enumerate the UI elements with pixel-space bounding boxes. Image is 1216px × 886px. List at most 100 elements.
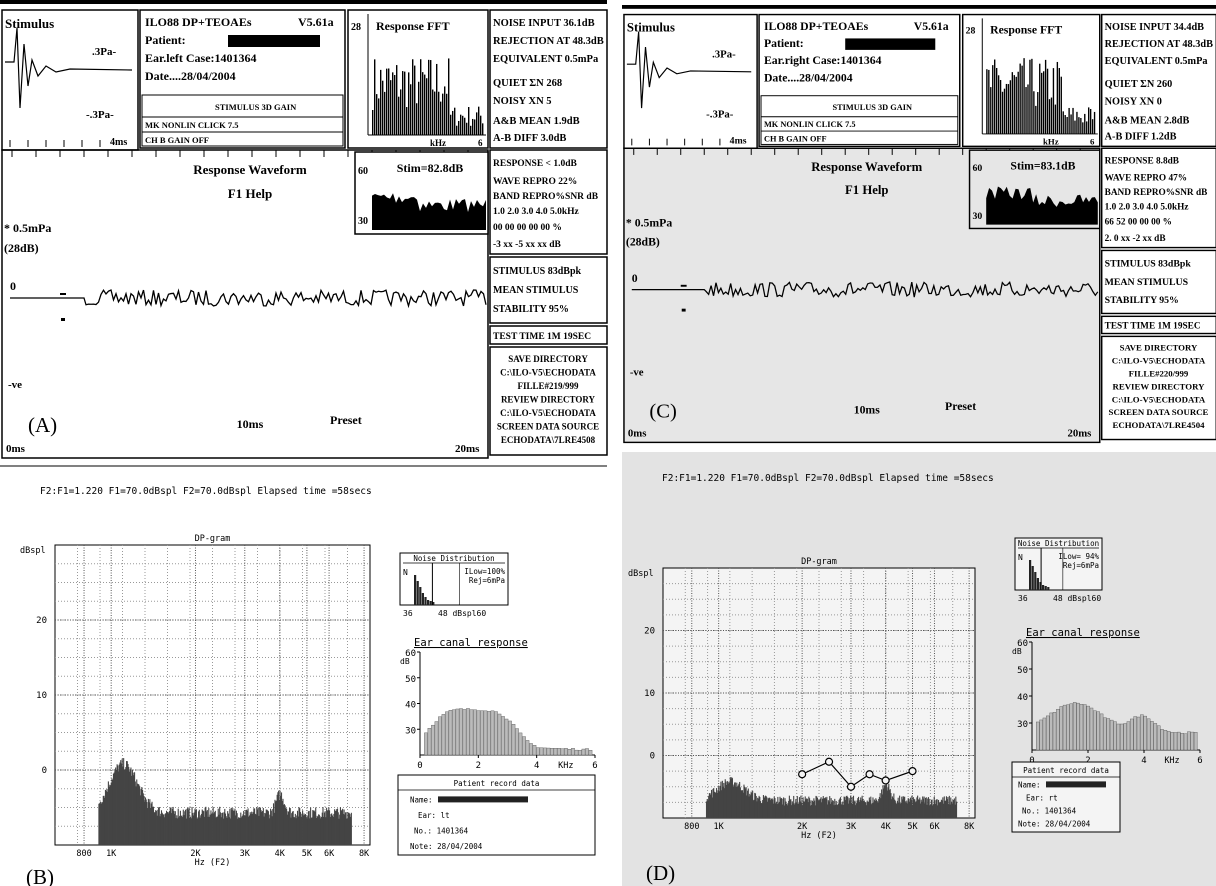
fft-texture [1092, 119, 1093, 134]
label: Patient record data [454, 779, 540, 788]
label: 10ms [854, 404, 881, 417]
label: Hz (F2) [801, 831, 837, 841]
ear-canal-texture [442, 714, 445, 755]
y-tick-label: 0 [42, 766, 47, 776]
x-tick-label: 1K [106, 849, 117, 859]
y-tick-label: 10 [36, 691, 47, 701]
label: dB [400, 657, 410, 666]
label: Name: [1018, 780, 1041, 789]
ear-canal-texture [1046, 716, 1049, 750]
ear-canal-texture [435, 722, 438, 755]
x-tick-label: 5K [907, 822, 918, 832]
ear-canal-texture [578, 750, 581, 755]
label: ILow=100% [464, 567, 505, 576]
fft-texture [442, 94, 443, 135]
fft-texture [424, 75, 425, 135]
noise-texture [1037, 578, 1039, 590]
label: (28dB) [626, 236, 660, 249]
label: 0ms [6, 443, 26, 455]
directory-line: C:\ILO-V5\ECHODATA [500, 408, 596, 418]
directory-line: REVIEW DIRECTORY [501, 395, 596, 405]
ear-canal-texture [473, 710, 476, 755]
response-stat: WAVE REPRO 22% [493, 177, 577, 187]
label: Ear: lt [418, 811, 450, 820]
label: Name: [410, 795, 433, 804]
label: -ve [630, 368, 644, 379]
ear-canal-texture [449, 710, 452, 755]
ear-canal-texture [1053, 712, 1056, 750]
ear-canal-texture [498, 714, 501, 755]
label: F1 Help [228, 186, 272, 201]
label: No.: 1401364 [414, 826, 469, 835]
label: 6 [1090, 137, 1095, 147]
response-stat: BAND REPRO%SNR dB [493, 192, 599, 202]
ear-canal-texture [1181, 733, 1184, 750]
fft-texture [1027, 84, 1028, 133]
response-stat: WAVE REPRO 47% [1105, 173, 1187, 183]
panel-label: (A) [28, 413, 57, 437]
label: 0 [10, 279, 16, 293]
fft-texture [432, 90, 433, 135]
fft-texture [1076, 112, 1077, 134]
fft-texture [1086, 121, 1087, 134]
label: ILO88 DP+TEOAEs [145, 15, 252, 29]
ear-canal-texture [494, 712, 497, 755]
label: CH B GAIN OFF [764, 135, 827, 144]
fft-texture [1043, 71, 1044, 134]
stat: NOISE INPUT 36.1dB [493, 18, 595, 29]
fft-texture [412, 59, 413, 135]
noise-texture [424, 597, 426, 605]
fft-texture [454, 108, 455, 135]
fft-texture [1088, 107, 1089, 134]
label: 48 dBspl60 [438, 609, 486, 618]
fft-texture [398, 97, 399, 135]
fft-texture [996, 68, 997, 134]
label: Noise Distribution [413, 554, 494, 563]
label: 36 [1018, 594, 1028, 603]
x-tick-label: 4 [534, 761, 539, 771]
fft-texture [452, 111, 453, 135]
ear-canal-texture [1164, 730, 1167, 750]
ear-canal-texture [1157, 726, 1160, 750]
label: (28dB) [4, 241, 39, 255]
label: ILow= 94% [1058, 552, 1099, 561]
ear-canal-texture [1060, 706, 1063, 750]
ear-canal-texture [487, 711, 490, 755]
directory-line: SCREEN DATA SOURCE [497, 422, 599, 432]
response-stat: 1.0 2.0 3.0 4.0 5.0kHz [493, 207, 580, 217]
ear-canal-texture [1177, 732, 1180, 750]
y-tick-label: 0 [650, 752, 655, 762]
ear-canal-texture [540, 748, 543, 755]
fft-texture [408, 72, 409, 135]
label: kHz [1043, 137, 1059, 147]
ear-canal-texture [1073, 702, 1076, 750]
ear-canal-texture [480, 711, 483, 755]
stimulus-stat: STABILITY 95% [1105, 295, 1179, 306]
label: Patient record data [1023, 766, 1109, 775]
ear-canal-texture [575, 750, 578, 755]
noise-texture [414, 575, 416, 605]
ear-canal-texture [1171, 732, 1174, 750]
redaction [845, 38, 935, 49]
noise-texture [1029, 560, 1031, 590]
fft-texture [1047, 69, 1048, 134]
fft-texture [426, 78, 427, 135]
fft-texture [998, 75, 999, 134]
fft-texture [418, 82, 419, 135]
fft-texture [1021, 66, 1022, 134]
noise-floor-texture [351, 813, 352, 845]
ear-canal-texture [1134, 717, 1137, 750]
label: MK NONLIN CLICK 7.5 [764, 120, 856, 129]
fft-texture [1019, 64, 1020, 134]
fft-texture [374, 59, 375, 135]
fft-texture [1037, 92, 1038, 134]
ear-canal-texture [424, 733, 427, 755]
figure: Stimulus.3Pa--.3Pa-4msILO88 DP+TEOAEsV5.… [0, 0, 1216, 886]
label: MK NONLIN CLICK 7.5 [145, 120, 239, 130]
ear-canal-texture [1107, 719, 1110, 750]
label: Noise Distribution [1018, 539, 1099, 548]
y-tick-label: 20 [36, 616, 47, 626]
fft-texture [1057, 62, 1058, 134]
fft-texture [386, 69, 387, 135]
ear-canal-texture [554, 748, 557, 755]
